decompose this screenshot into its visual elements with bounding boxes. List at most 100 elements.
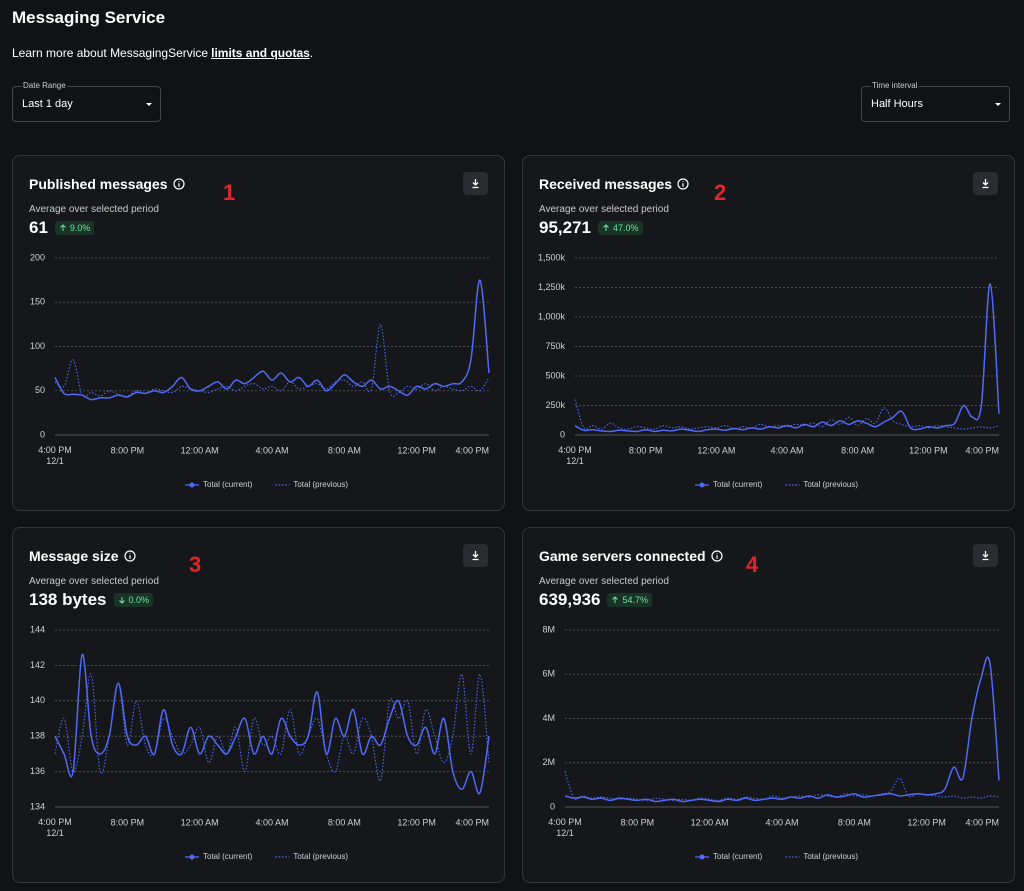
annotation: 3 bbox=[189, 552, 202, 577]
download-button[interactable] bbox=[463, 172, 488, 195]
chart-card: Received messages 2 Average over selected … bbox=[522, 155, 1015, 511]
x-tick-label: 4:00 AM bbox=[770, 445, 803, 455]
download-button[interactable] bbox=[973, 172, 998, 195]
y-tick-label: 750k bbox=[545, 341, 565, 351]
stat-row: 95,271 47.0% bbox=[539, 218, 643, 238]
tick-line: 4:00 PM bbox=[558, 445, 592, 455]
select-label: Time interval bbox=[871, 81, 919, 90]
description: Learn more about MessagingService limits … bbox=[12, 46, 313, 60]
y-tick-label: 100 bbox=[30, 341, 45, 351]
download-icon bbox=[982, 551, 989, 561]
x-tick-label: 4:00 PM bbox=[455, 445, 489, 455]
change-badge: 54.7% bbox=[607, 593, 652, 607]
x-tick-label: 4:00 PM 12/1 bbox=[558, 445, 592, 466]
card-title-row: Published messages bbox=[29, 176, 185, 192]
x-tick-label: 12:00 AM bbox=[181, 817, 219, 827]
chart-card: Message size 3 Average over selected perio… bbox=[12, 527, 505, 883]
x-tick-label: 8:00 AM bbox=[841, 445, 874, 455]
x-tick-label: 12:00 PM bbox=[907, 817, 946, 827]
y-tick-label: 500k bbox=[545, 370, 565, 380]
download-icon bbox=[982, 179, 989, 189]
x-tick-label: 12:00 PM bbox=[397, 445, 436, 455]
stat-row: 61 9.0% bbox=[29, 218, 95, 238]
tick-line: 4:00 PM bbox=[548, 817, 582, 827]
change-value: 9.0% bbox=[69, 223, 91, 233]
y-tick-label: 140 bbox=[30, 695, 45, 705]
tick-line: 12/1 bbox=[566, 456, 584, 466]
change-value: 0.0% bbox=[128, 595, 150, 605]
stat-row: 138 bytes 0.0% bbox=[29, 590, 154, 610]
caret bbox=[995, 103, 1001, 106]
legend-label: Total (previous) bbox=[803, 480, 858, 489]
change-badge: 47.0% bbox=[598, 221, 643, 235]
card-title: Published messages bbox=[29, 176, 168, 192]
change-badge: 9.0% bbox=[54, 221, 95, 235]
tick-line: 12/1 bbox=[556, 828, 574, 838]
quotas-link[interactable]: limits and quotas bbox=[211, 46, 310, 60]
y-tick-label: 250k bbox=[545, 400, 565, 410]
y-tick-label: 8M bbox=[542, 624, 555, 634]
legend-dot bbox=[189, 854, 195, 860]
x-tick-label: 4:00 AM bbox=[255, 445, 288, 455]
legend-dot bbox=[699, 854, 705, 860]
y-tick-label: 50 bbox=[35, 385, 45, 395]
download-button[interactable] bbox=[973, 544, 998, 567]
legend-label: Total (current) bbox=[713, 852, 763, 861]
annotation: 2 bbox=[714, 180, 727, 205]
y-tick-label: 2M bbox=[542, 757, 555, 767]
info-circle bbox=[677, 178, 689, 190]
y-tick-label: 0 bbox=[550, 801, 555, 811]
y-tick-label: 144 bbox=[30, 624, 45, 634]
average-value: 138 bytes bbox=[29, 590, 107, 609]
arrow bbox=[612, 596, 619, 603]
x-tick-label: 12:00 AM bbox=[181, 445, 219, 455]
series-line bbox=[564, 771, 1000, 801]
card-title: Received messages bbox=[539, 176, 673, 192]
change-arrow bbox=[603, 224, 609, 231]
x-tick-label: 8:00 PM bbox=[629, 445, 663, 455]
legend-label: Total (current) bbox=[713, 480, 763, 489]
average-value: 95,271 bbox=[539, 218, 591, 237]
x-tick-label: 8:00 PM bbox=[621, 817, 655, 827]
x-tick-label: 4:00 AM bbox=[255, 817, 288, 827]
info-icon bbox=[172, 178, 185, 190]
arrow bbox=[603, 224, 609, 231]
caret bbox=[146, 103, 152, 106]
legend-dot bbox=[189, 482, 195, 488]
legend-label: Total (current) bbox=[203, 480, 253, 489]
arrow bbox=[60, 224, 66, 231]
x-tick-label: 4:00 PM bbox=[965, 445, 999, 455]
x-tick-label: 4:00 AM bbox=[765, 817, 798, 827]
download-button[interactable] bbox=[463, 544, 488, 567]
info-icon bbox=[123, 550, 136, 562]
tick-line: 4:00 PM bbox=[38, 445, 72, 455]
time-interval-select[interactable]: Time interval Half Hours bbox=[861, 81, 1010, 122]
tick-line: 12/1 bbox=[46, 456, 64, 466]
x-tick-label: 8:00 AM bbox=[328, 445, 361, 455]
x-tick-label: 12:00 PM bbox=[397, 817, 436, 827]
download-glyph bbox=[982, 551, 989, 561]
x-tick-label: 4:00 PM bbox=[965, 817, 999, 827]
date-range-select[interactable]: Date Range Last 1 day bbox=[12, 81, 161, 122]
series-line bbox=[54, 673, 490, 782]
info-circle bbox=[172, 178, 185, 190]
card-subtitle: Average over selected period bbox=[29, 204, 159, 215]
select-label: Date Range bbox=[22, 81, 67, 90]
x-tick-label: 4:00 PM bbox=[455, 817, 489, 827]
legend-label: Total (previous) bbox=[803, 852, 858, 861]
legend-label: Total (current) bbox=[203, 852, 253, 861]
x-tick-label: 12:00 PM bbox=[909, 445, 948, 455]
tick-line: 4:00 PM bbox=[38, 817, 72, 827]
tick-line: 12/1 bbox=[46, 828, 64, 838]
y-tick-label: 1,250k bbox=[538, 282, 566, 292]
card-subtitle: Average over selected period bbox=[539, 576, 669, 587]
change-value: 54.7% bbox=[622, 595, 648, 605]
x-tick-label: 12:00 AM bbox=[697, 445, 735, 455]
y-tick-label: 200 bbox=[30, 252, 45, 262]
y-tick-label: 150 bbox=[30, 297, 45, 307]
y-tick-label: 134 bbox=[30, 801, 45, 811]
change-arrow bbox=[118, 597, 125, 604]
